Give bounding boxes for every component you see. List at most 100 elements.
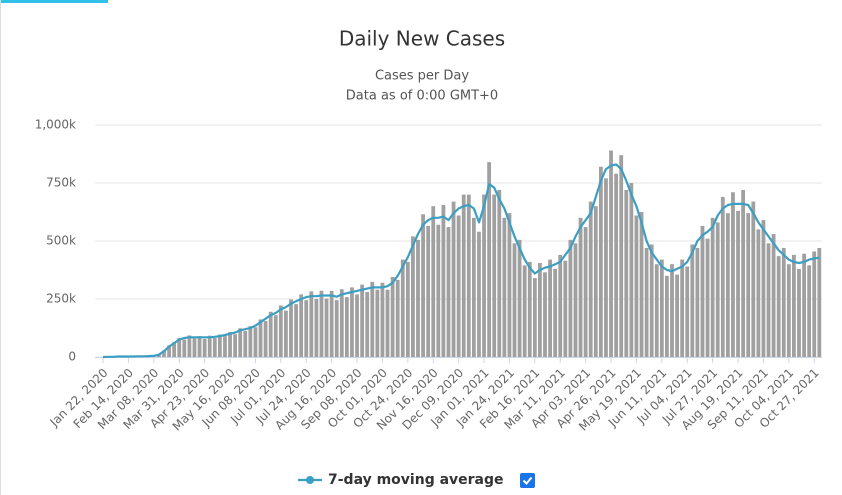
bar (217, 334, 222, 357)
checkmark (522, 476, 533, 485)
bar (654, 264, 659, 357)
bar (446, 227, 451, 357)
bar (695, 247, 700, 357)
bar (720, 196, 725, 357)
bar (659, 259, 664, 357)
checkbox[interactable] (520, 473, 535, 488)
bar (380, 282, 385, 357)
bar (705, 238, 710, 357)
bar (802, 253, 806, 357)
bar (416, 239, 420, 357)
bar (436, 224, 441, 357)
bar (390, 276, 395, 357)
bar (212, 337, 217, 357)
moving-average-line (102, 163, 820, 359)
bar (162, 350, 166, 357)
bar (273, 315, 278, 357)
bar (461, 194, 466, 357)
bar (583, 227, 588, 357)
bar (644, 247, 649, 357)
bar (700, 225, 705, 357)
bar (466, 194, 471, 357)
bar (395, 279, 400, 357)
bar (629, 183, 634, 357)
bar (512, 243, 517, 357)
bar (497, 189, 502, 357)
bar (365, 292, 370, 357)
bar (431, 206, 436, 357)
bar (304, 300, 309, 357)
bar (263, 321, 268, 357)
bar (558, 254, 563, 357)
bar (482, 194, 486, 357)
bar (421, 214, 425, 357)
top-accent (0, 0, 108, 3)
bar (725, 213, 730, 357)
bar (207, 335, 212, 357)
bar (532, 278, 537, 357)
bar (289, 299, 293, 357)
bar (776, 256, 781, 357)
bar (339, 289, 344, 357)
bar (451, 201, 456, 357)
bar (578, 217, 583, 357)
bar (604, 178, 608, 357)
y-tick-label: 250k (46, 292, 76, 306)
bar (680, 259, 685, 357)
bar (477, 231, 481, 357)
y-tick-label: 750k (46, 176, 76, 190)
bar (350, 287, 354, 357)
bar (817, 247, 822, 357)
bar (441, 205, 446, 357)
bar (487, 162, 492, 357)
bar (766, 243, 771, 357)
bar (278, 305, 283, 357)
bar (756, 229, 761, 357)
bar (177, 337, 182, 357)
bar (243, 331, 248, 357)
bar (538, 263, 542, 357)
bar (228, 331, 232, 357)
bar (588, 201, 593, 357)
bar (182, 339, 187, 357)
bar (593, 206, 598, 357)
bar (527, 261, 532, 357)
bar (665, 275, 669, 357)
bar (731, 192, 735, 357)
bar (355, 294, 359, 357)
bar (248, 326, 253, 357)
chart-title: Daily New Cases (339, 27, 505, 51)
bar (741, 189, 746, 357)
bar (685, 266, 690, 357)
bar (568, 239, 573, 357)
bar (492, 194, 497, 357)
bar (573, 243, 578, 357)
bar (223, 336, 227, 357)
bar (411, 236, 415, 357)
bar (517, 239, 522, 357)
bar (329, 290, 334, 357)
bar (619, 155, 624, 357)
bar (268, 311, 273, 357)
bar (253, 327, 258, 357)
bar (675, 274, 679, 357)
bar (167, 345, 171, 357)
bar (385, 289, 390, 357)
bar (233, 334, 238, 357)
legend-symbol (306, 476, 314, 484)
bar (548, 259, 552, 357)
bar (543, 272, 547, 357)
bar (771, 234, 776, 357)
bar (807, 265, 812, 357)
y-tick-label: 1,000k (35, 118, 76, 132)
bar (309, 291, 314, 357)
bar (202, 338, 207, 357)
bar (786, 264, 791, 357)
bar (609, 150, 613, 357)
bar (781, 247, 786, 357)
bar (624, 189, 629, 357)
bar (812, 251, 817, 357)
bar (319, 290, 324, 357)
